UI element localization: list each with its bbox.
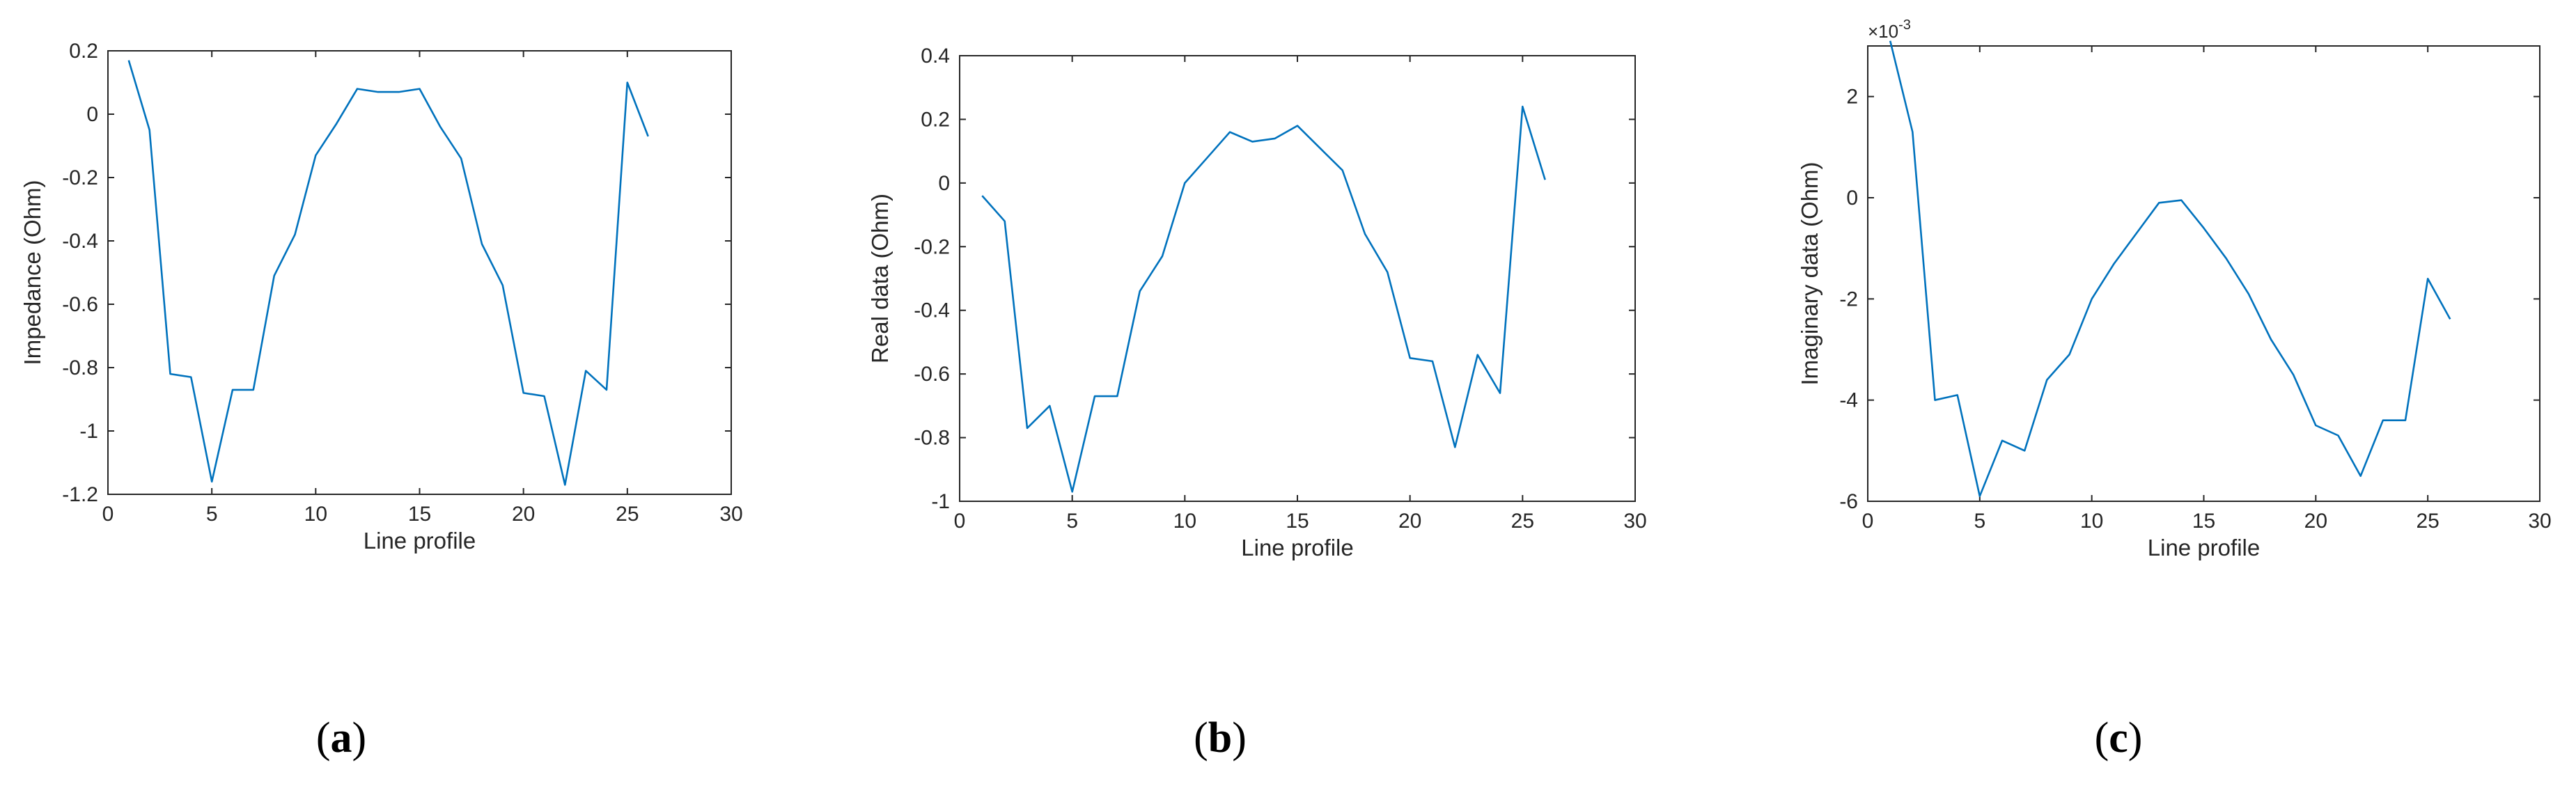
x-axis-label: Line profile <box>364 528 476 553</box>
plot-frame <box>107 50 732 495</box>
y-tick-label: -4 <box>1839 389 1858 412</box>
y-tick-label: -0.4 <box>914 299 950 322</box>
y-tick-label: -0.6 <box>62 293 98 316</box>
series-line <box>1889 40 2451 498</box>
y-tick-label: 0 <box>1846 187 1858 210</box>
series-line <box>981 105 1546 493</box>
chart-panel-b: 0 5 10 15 20 25 30 -1 -0.8 -0.6 -0.4 -0.2 0 0.2 0.4 Lin… <box>867 45 1647 762</box>
y-tick-label: -0.2 <box>62 166 98 189</box>
x-tick-label: 30 <box>1623 510 1646 533</box>
x-tick-label: 5 <box>206 503 218 526</box>
y-tick-label: 0.2 <box>921 108 950 131</box>
plot-frame <box>1867 45 2540 502</box>
y-tick-label: -1.2 <box>62 483 98 506</box>
x-tick-label: 10 <box>304 503 327 526</box>
x-tick-label: 10 <box>2080 510 2103 533</box>
y-tick-label: -2 <box>1839 288 1858 311</box>
x-tick-label: 15 <box>408 503 431 526</box>
y-tick-label: -0.8 <box>62 356 98 379</box>
y-tick-label: 0.4 <box>921 45 950 68</box>
y-tick-label: -1 <box>79 420 98 443</box>
plot-frame <box>959 55 1636 502</box>
y-tick-label: -0.6 <box>914 363 950 386</box>
y-tick-label: -6 <box>1839 490 1858 513</box>
x-tick-label: 30 <box>719 503 742 526</box>
y-tick-label: -0.4 <box>62 230 98 253</box>
x-tick-label: 25 <box>1511 510 1534 533</box>
x-axis-label: Line profile <box>1241 535 1353 560</box>
y-axis-label: Impedance (Ohm) <box>19 180 45 366</box>
x-tick-label: 20 <box>512 503 535 526</box>
y-tick-label: -1 <box>931 490 950 513</box>
y-tick-label: 0 <box>86 103 98 126</box>
panel-label: (c) <box>2095 714 2143 762</box>
x-tick-label: 10 <box>1173 510 1196 533</box>
x-tick-label: 15 <box>1286 510 1309 533</box>
x-tick-label: 25 <box>616 503 639 526</box>
x-tick-label: 0 <box>102 503 114 526</box>
series-line <box>127 60 649 486</box>
x-tick-label: 5 <box>1974 510 1985 533</box>
y-tick-label: 0 <box>938 172 950 195</box>
chart-panel-a: 0 5 10 15 20 25 30 -1.2 -1 -0.8 -0.6 -0.4 -0.2 0 0.2 Li… <box>19 40 743 762</box>
x-tick-label: 20 <box>2304 510 2327 533</box>
y-tick-label: -0.2 <box>914 235 950 258</box>
y-tick-label: 0.2 <box>69 40 98 63</box>
x-tick-label: 5 <box>1066 510 1078 533</box>
panel-label: (a) <box>316 714 366 762</box>
x-axis-label: Line profile <box>2148 535 2260 560</box>
x-tick-label: 15 <box>2192 510 2215 533</box>
panel-label: (b) <box>1194 714 1247 762</box>
y-tick-label: 2 <box>1846 86 1858 109</box>
x-tick-label: 0 <box>1862 510 1874 533</box>
chart-panel-c: 0 5 10 15 20 25 30 -6 -4 -2 0 2 ×10-3 Line profile Ima… <box>1797 17 2552 762</box>
y-axis-label: Imaginary data (Ohm) <box>1797 162 1822 386</box>
x-tick-label: 25 <box>2416 510 2439 533</box>
x-tick-label: 20 <box>1398 510 1421 533</box>
x-tick-label: 30 <box>2528 510 2551 533</box>
y-tick-label: -0.8 <box>914 427 950 450</box>
y-exponent-label: ×10-3 <box>1868 17 1911 42</box>
x-tick-label: 0 <box>954 510 966 533</box>
y-axis-label: Real data (Ohm) <box>867 194 893 363</box>
